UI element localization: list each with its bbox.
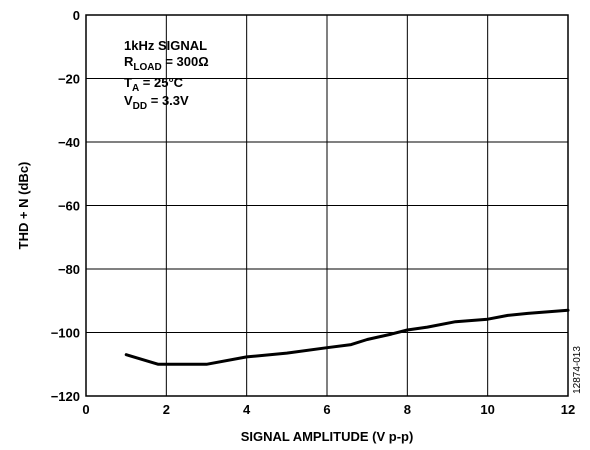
- annotation-temperature-value: = 25°C: [139, 75, 183, 90]
- x-tick-label: 0: [82, 402, 89, 417]
- x-axis-title: SIGNAL AMPLITUDE (V p-p): [241, 429, 414, 444]
- grid-layer: [86, 15, 568, 396]
- x-tick-label: 12: [561, 402, 575, 417]
- y-tick-label: −120: [51, 389, 80, 404]
- annotation-temperature-symbol: T: [124, 75, 132, 90]
- y-tick-labels: 0 −20 −40 −60 −80 −100 −120: [51, 8, 80, 404]
- x-tick-label: 8: [404, 402, 411, 417]
- x-tick-labels: 0 2 4 6 8 10 12: [82, 402, 575, 417]
- annotation-rload-value: = 300Ω: [162, 54, 209, 69]
- series-line-thd-n: [124, 308, 570, 366]
- y-tick-label: −20: [58, 72, 80, 87]
- figure-id: 12874-013: [572, 346, 583, 394]
- annotation-rload-subscript: LOAD: [133, 62, 161, 73]
- x-tick-label: 10: [480, 402, 494, 417]
- y-tick-label: −60: [58, 199, 80, 214]
- annotation-temperature-subscript: A: [132, 83, 139, 94]
- y-axis-title: THD + N (dBc): [16, 162, 31, 250]
- annotation-vdd-subscript: DD: [133, 101, 147, 112]
- y-tick-label: −40: [58, 135, 80, 150]
- x-tick-label: 6: [323, 402, 330, 417]
- annotation-signal: 1kHz SIGNAL: [124, 38, 207, 53]
- annotation-temperature: TA = 25°C: [124, 75, 184, 94]
- annotation-vdd-symbol: V: [124, 93, 133, 108]
- x-tick-label: 2: [163, 402, 170, 417]
- annotation-rload: RLOAD = 300Ω: [124, 54, 209, 73]
- series-layer: [124, 308, 570, 366]
- y-tick-label: −80: [58, 262, 80, 277]
- annotation-vdd-value: = 3.3V: [147, 93, 189, 108]
- y-tick-label: 0: [73, 8, 80, 23]
- test-conditions-annotation: 1kHz SIGNAL RLOAD = 300Ω TA = 25°C VDD =…: [124, 38, 209, 112]
- annotation-vdd: VDD = 3.3V: [124, 93, 189, 112]
- plot-frame: [85, 14, 569, 397]
- y-tick-label: −100: [51, 326, 80, 341]
- annotation-rload-symbol: R: [124, 54, 134, 69]
- x-tick-label: 4: [243, 402, 251, 417]
